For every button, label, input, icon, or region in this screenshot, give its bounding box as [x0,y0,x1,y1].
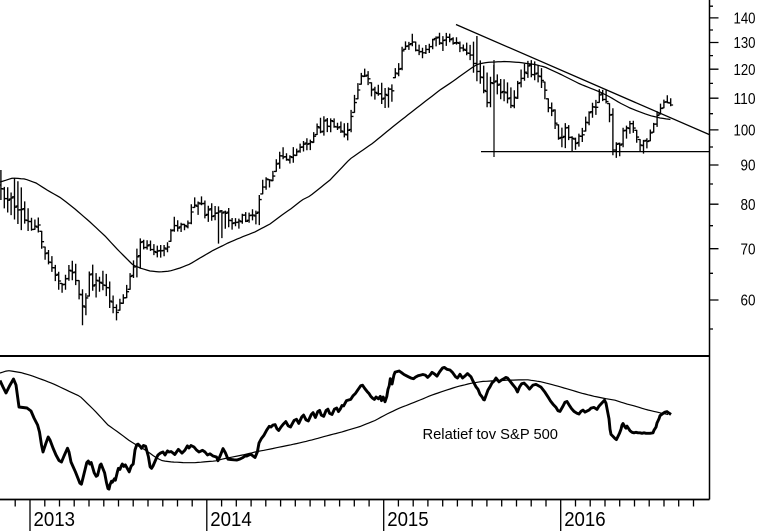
svg-text:2016: 2016 [564,508,606,531]
svg-text:110: 110 [734,91,756,108]
svg-text:70: 70 [741,241,756,258]
svg-text:Relatief tov S&P 500: Relatief tov S&P 500 [423,427,559,443]
svg-text:90: 90 [741,158,756,175]
svg-text:2013: 2013 [34,508,76,531]
svg-text:2014: 2014 [210,508,252,531]
svg-text:100: 100 [734,123,756,140]
svg-text:60: 60 [741,293,756,310]
svg-text:80: 80 [741,197,756,214]
svg-text:130: 130 [734,35,756,52]
svg-text:120: 120 [734,62,756,79]
svg-text:140: 140 [734,11,756,28]
svg-text:2015: 2015 [387,508,429,531]
